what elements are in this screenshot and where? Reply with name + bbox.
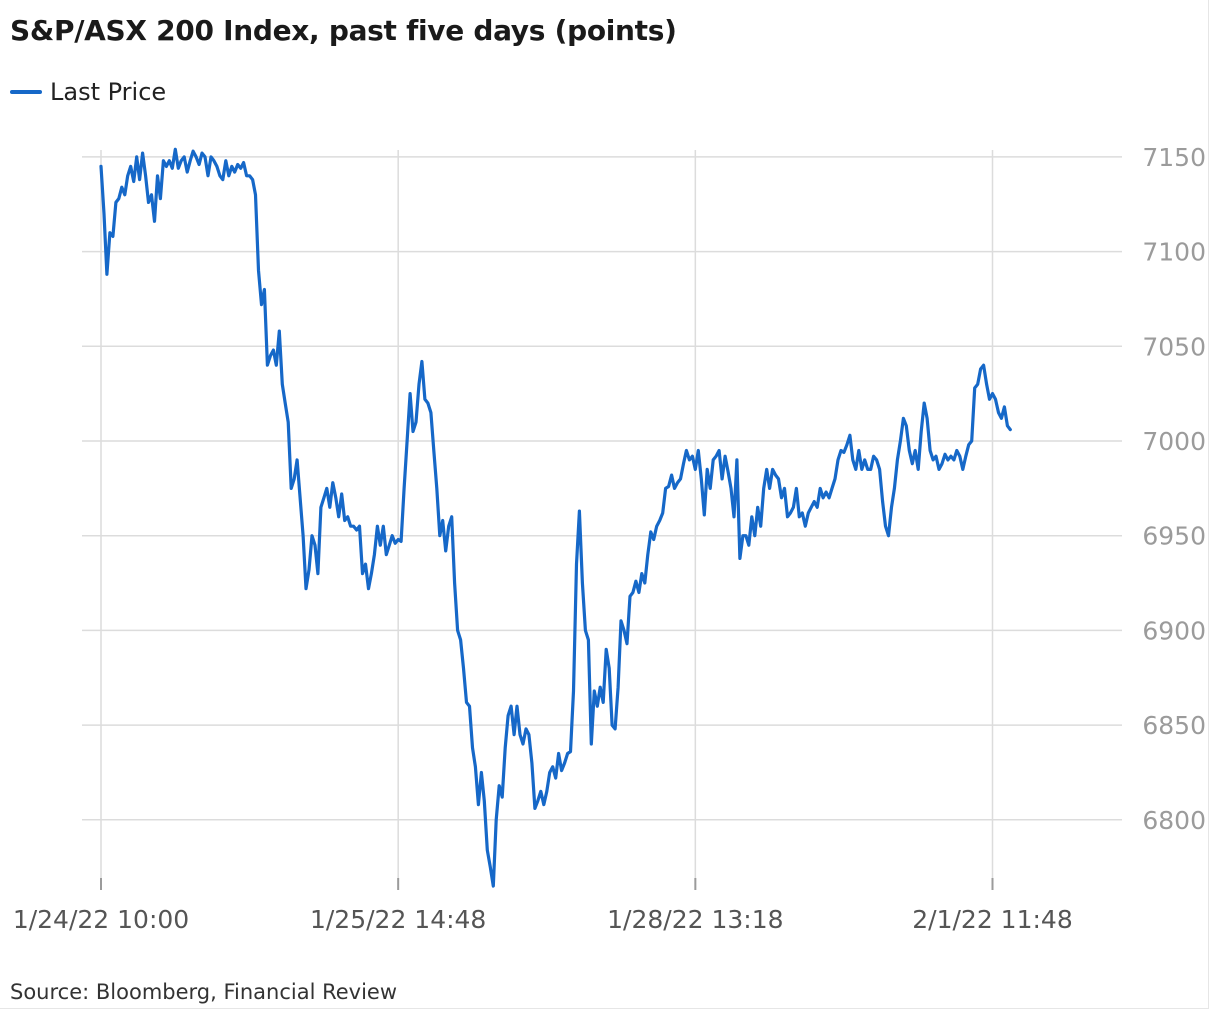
source-note: Source: Bloomberg, Financial Review — [10, 980, 398, 1004]
series-line-last-price — [99, 147, 1012, 888]
series-layer — [99, 147, 1012, 888]
y-tick-label-7100: 7100 — [1142, 238, 1206, 267]
y-tick-label-7000: 7000 — [1142, 427, 1206, 456]
y-tick-label-6950: 6950 — [1142, 522, 1206, 551]
y-tick-label-7150: 7150 — [1142, 143, 1206, 172]
y-tick-label-6850: 6850 — [1142, 711, 1206, 740]
grid — [82, 150, 1122, 890]
x-tick-label-3: 2/1/22 11:48 — [912, 905, 1072, 934]
y-tick-label-7050: 7050 — [1142, 332, 1206, 361]
line-chart: 6800 6850 6900 6950 7000 7050 7100 7150 1/24/22… — [13, 143, 1206, 934]
legend-label-last-price: Last Price — [50, 78, 167, 106]
x-tick-label-2: 1/28/22 13:18 — [607, 905, 783, 934]
legend: Last Price — [10, 76, 166, 108]
x-axis-ticks: 1/24/22 10:00 1/25/22 14:48 1/28/22 13:18 2… — [13, 905, 1073, 934]
y-tick-label-6800: 6800 — [1142, 806, 1206, 835]
y-axis-ticks: 6800 6850 6900 6950 7000 7050 7100 7150 — [1142, 143, 1206, 835]
chart-title: S&P/ASX 200 Index, past five days (point… — [10, 14, 677, 47]
legend-swatch-last-price — [10, 90, 42, 94]
y-tick-label-6900: 6900 — [1142, 616, 1206, 645]
x-tick-label-1: 1/25/22 14:48 — [310, 905, 486, 934]
x-tick-label-0: 1/24/22 10:00 — [13, 905, 189, 934]
